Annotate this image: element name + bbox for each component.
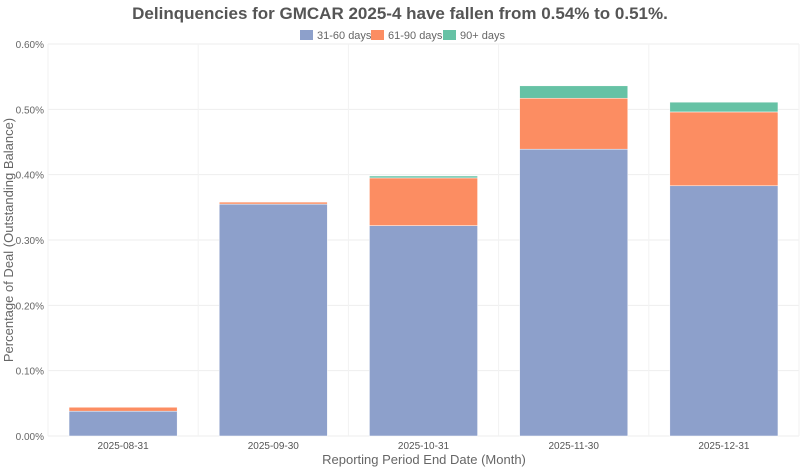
grid: [47, 43, 800, 437]
bar-segment: [669, 101, 779, 113]
x-tick-label: 2025-10-31: [398, 441, 450, 452]
y-tick-label: 0.30%: [16, 236, 44, 247]
chart-title: Delinquencies for GMCAR 2025-4 have fall…: [132, 4, 668, 23]
bar-segment: [669, 185, 779, 437]
y-axis-label: Percentage of Deal (Outstanding Balance): [1, 118, 16, 362]
legend-swatch: [443, 30, 456, 40]
bar-segment: [519, 148, 629, 437]
bar-segment: [669, 111, 779, 187]
bar-segment: [218, 201, 328, 205]
x-tick-label: 2025-09-30: [248, 441, 300, 452]
bar-segment: [68, 410, 178, 437]
bars: [68, 85, 779, 437]
x-axis-label: Reporting Period End Date (Month): [322, 452, 526, 467]
legend-label: 31-60 days: [317, 30, 372, 42]
bar-segment: [519, 85, 629, 99]
legend-swatch: [371, 30, 384, 40]
y-axis: 0.00% 0.10% 0.20% 0.30% 0.40% 0.50% 0.60%: [16, 40, 44, 443]
x-tick-label: 2025-12-31: [698, 441, 750, 452]
y-tick-label: 0.00%: [16, 432, 44, 443]
bar-segment: [218, 203, 328, 437]
y-tick-label: 0.60%: [16, 40, 44, 51]
y-tick-label: 0.50%: [16, 105, 44, 116]
bar-segment: [369, 177, 478, 226]
x-tick-label: 2025-11-30: [548, 441, 599, 452]
legend-label: 61-90 days: [388, 30, 443, 42]
x-tick-label: 2025-08-31: [98, 441, 150, 452]
legend-swatch: [300, 30, 313, 40]
legend-label: 90+ days: [460, 30, 505, 42]
legend: 31-60 days 61-90 days 90+ days: [300, 30, 505, 42]
bar-segment: [369, 225, 478, 437]
y-tick-label: 0.40%: [16, 171, 44, 182]
x-axis: 2025-08-31 2025-09-30 2025-10-31 2025-11-30…: [98, 441, 750, 452]
bar-segment: [519, 97, 629, 150]
y-tick-label: 0.20%: [16, 301, 44, 312]
bar-segment: [369, 175, 478, 179]
y-tick-label: 0.10%: [16, 367, 44, 378]
bar-segment: [68, 407, 178, 412]
